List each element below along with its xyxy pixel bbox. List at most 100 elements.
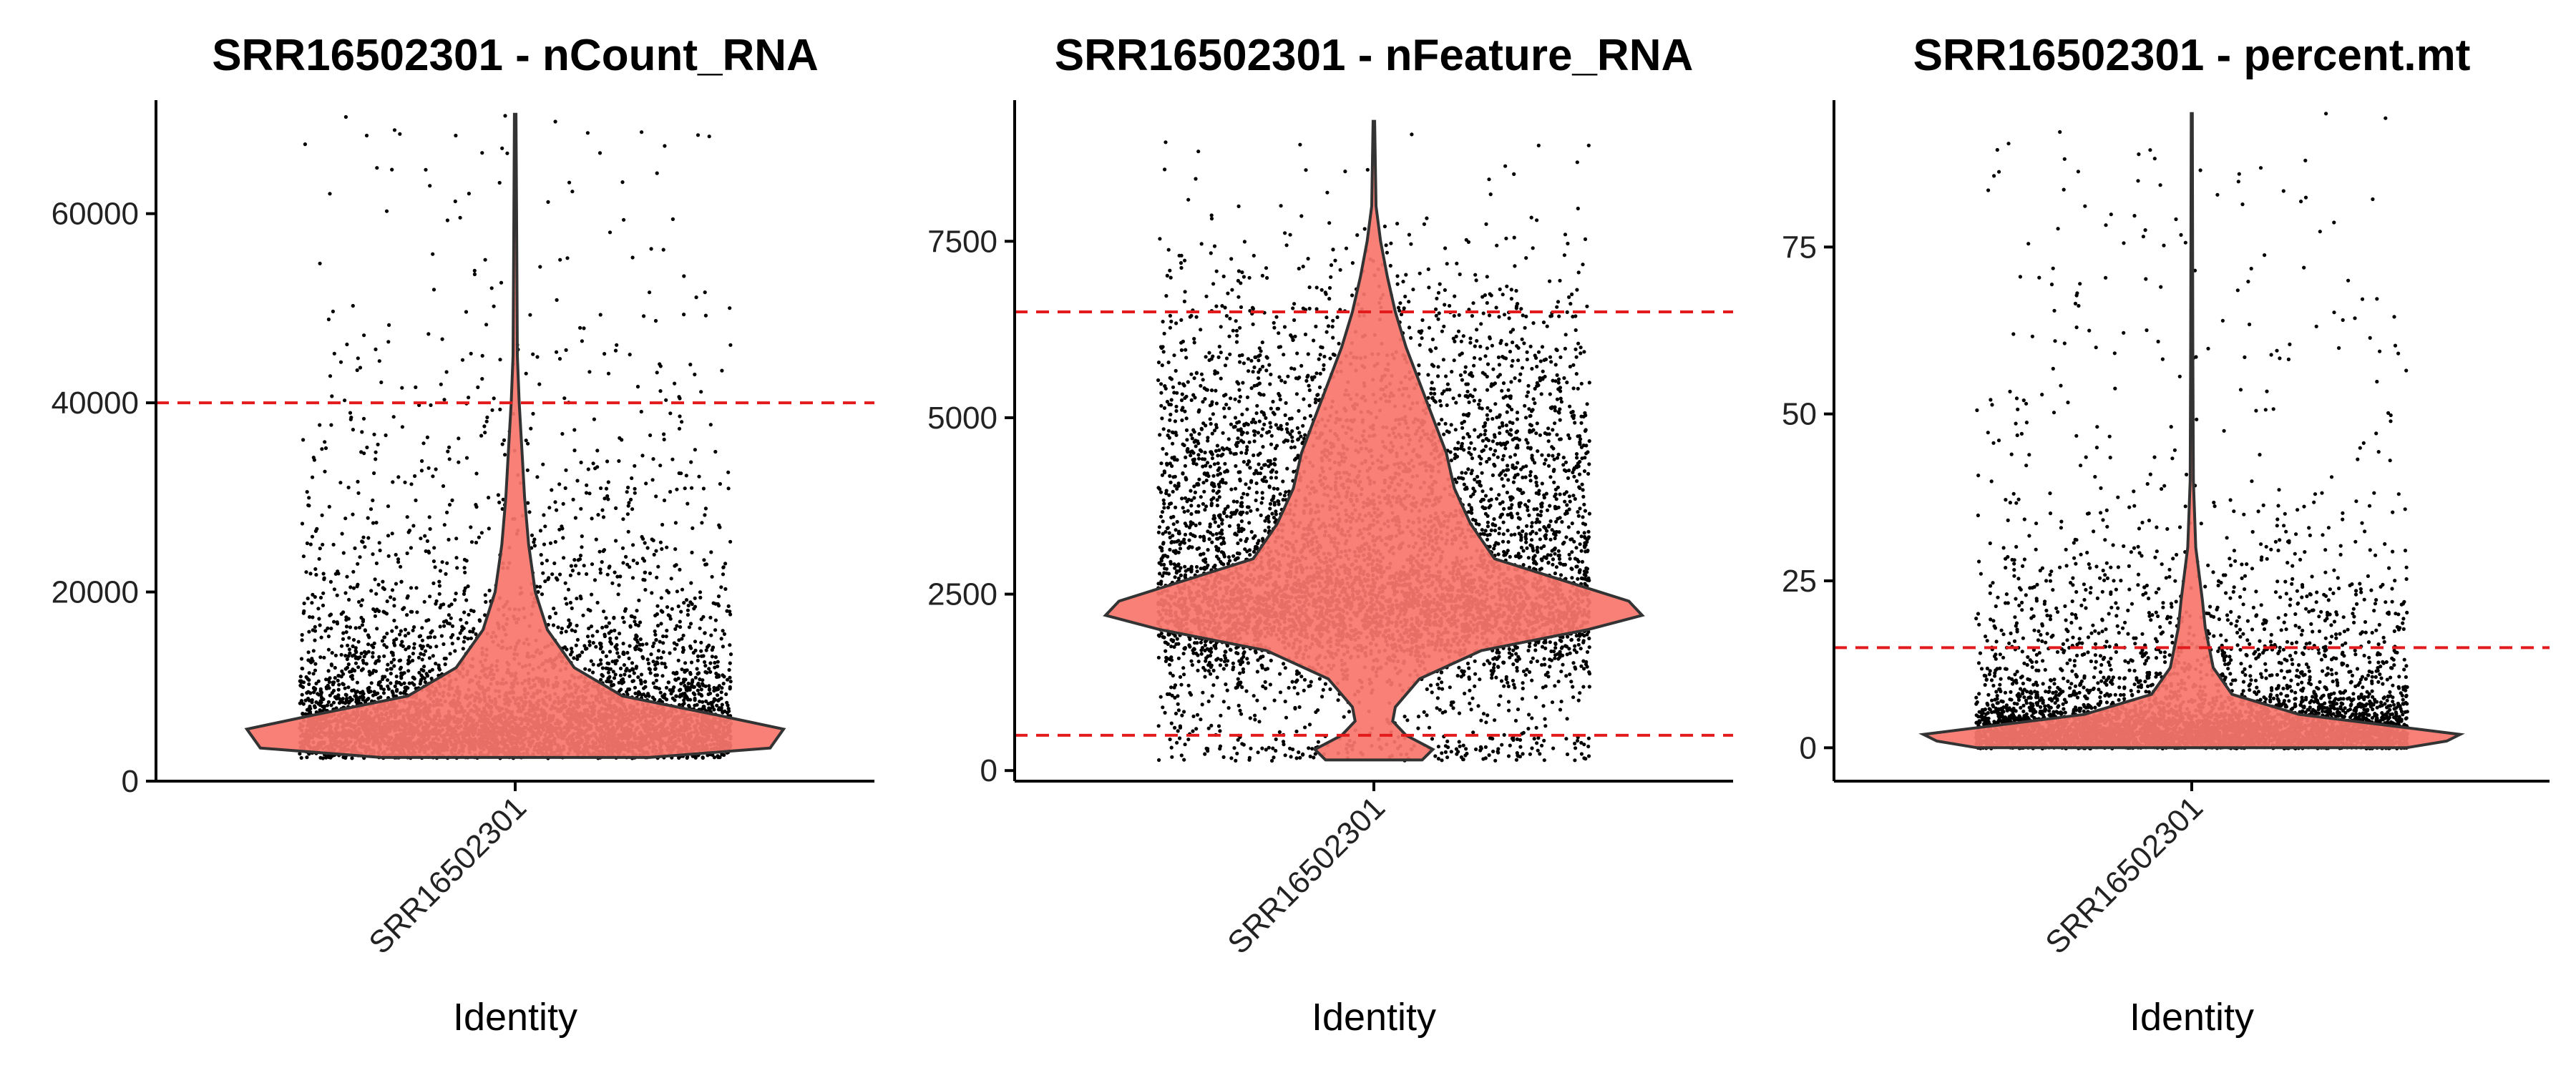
cell-point	[658, 362, 662, 366]
cell-point	[346, 701, 351, 705]
cell-point	[367, 690, 371, 695]
cell-point	[347, 636, 351, 640]
cell-point	[356, 640, 361, 644]
cell-point	[526, 441, 530, 446]
cell-point	[343, 114, 348, 119]
cell-point	[575, 479, 580, 483]
cell-point	[602, 548, 607, 552]
cell-point	[635, 635, 639, 639]
cell-point	[613, 348, 618, 353]
cell-point	[326, 317, 331, 322]
cell-point	[715, 703, 719, 707]
cell-point	[499, 280, 504, 285]
cell-point	[369, 681, 374, 685]
cell-point	[670, 217, 675, 221]
cell-point	[630, 576, 635, 580]
cell-point	[321, 603, 326, 608]
cell-point	[437, 667, 442, 672]
cell-point	[433, 565, 437, 569]
cell-point	[302, 601, 306, 606]
cell-point	[429, 403, 433, 408]
cell-point	[418, 634, 423, 638]
cell-point	[374, 457, 378, 461]
cell-point	[686, 681, 691, 686]
cell-point	[469, 540, 474, 544]
cell-point	[426, 618, 431, 622]
cell-point	[707, 687, 712, 692]
cell-point	[722, 753, 726, 758]
cell-point	[392, 664, 396, 668]
cell-point	[440, 560, 444, 564]
cell-point	[683, 486, 687, 491]
cell-point	[649, 652, 653, 657]
cell-point	[686, 697, 691, 702]
cell-point	[630, 255, 635, 260]
cell-point	[385, 667, 389, 672]
cell-point	[703, 660, 707, 665]
cell-point	[374, 521, 379, 525]
cell-point	[701, 682, 705, 686]
cell-point	[721, 565, 726, 569]
cell-point	[307, 671, 311, 675]
cell-point	[635, 638, 639, 642]
cell-point	[702, 705, 706, 709]
cell-point	[591, 662, 595, 667]
cell-point	[627, 656, 631, 661]
cell-point	[704, 648, 708, 652]
cell-point	[376, 442, 380, 447]
cell-point	[565, 602, 569, 606]
cell-point	[466, 637, 470, 641]
cell-point	[524, 371, 528, 376]
cell-point	[497, 180, 502, 185]
cell-point	[721, 645, 726, 649]
cell-point	[635, 609, 639, 613]
cell-point	[630, 476, 634, 481]
cell-point	[666, 680, 670, 685]
cell-point	[678, 396, 682, 401]
cell-point	[361, 667, 365, 671]
cell-point	[698, 595, 703, 600]
cell-point	[650, 537, 654, 542]
cell-point	[565, 256, 570, 260]
cell-point	[391, 415, 396, 419]
cell-point	[696, 672, 700, 676]
cell-point	[630, 661, 635, 665]
cell-point	[622, 620, 626, 624]
cell-point	[579, 506, 583, 511]
cell-point	[487, 526, 491, 531]
cell-point	[564, 629, 568, 634]
cell-point	[341, 551, 346, 555]
cell-point	[305, 707, 309, 712]
cell-point	[638, 691, 642, 695]
cell-point	[708, 670, 713, 675]
cell-point	[395, 687, 399, 692]
cell-point	[617, 459, 621, 464]
cell-point	[362, 451, 366, 456]
cell-point	[380, 639, 385, 643]
cell-point	[301, 438, 306, 442]
cell-point	[648, 290, 652, 295]
cell-point	[575, 623, 579, 628]
cell-point	[728, 687, 732, 691]
cell-point	[678, 624, 683, 629]
cell-point	[357, 599, 361, 604]
cell-point	[467, 396, 471, 400]
cell-point	[693, 703, 697, 707]
cell-point	[682, 601, 686, 605]
cell-point	[340, 531, 344, 536]
cell-point	[339, 644, 344, 648]
cell-point	[625, 650, 630, 655]
cell-point	[446, 449, 450, 454]
cell-point	[403, 480, 407, 484]
cell-point	[660, 547, 664, 552]
cell-point	[684, 474, 688, 478]
cell-point	[640, 655, 645, 660]
cell-point	[424, 549, 428, 554]
cell-point	[560, 431, 565, 436]
cell-point	[707, 684, 711, 688]
cell-point	[347, 597, 351, 602]
cell-point	[336, 674, 341, 678]
cell-point	[454, 592, 458, 596]
cell-point	[411, 675, 416, 680]
cell-point	[703, 313, 708, 318]
